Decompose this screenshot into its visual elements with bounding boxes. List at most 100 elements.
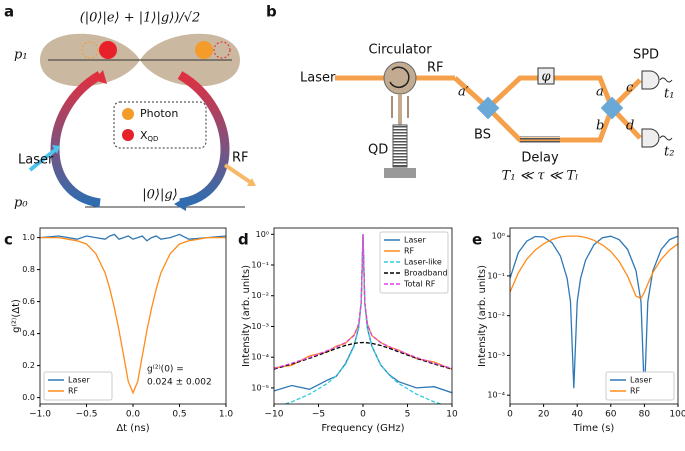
x-tick-label: 40 <box>571 410 583 420</box>
port: c <box>626 81 634 96</box>
plot-frame <box>273 227 453 405</box>
legend-box <box>379 231 449 294</box>
y-tick-label: 10⁻³ <box>487 351 505 360</box>
legend-label: Laser <box>630 376 652 385</box>
port: d <box>626 119 634 134</box>
legend-label: RF <box>630 387 641 396</box>
port: a <box>596 85 604 100</box>
x-tick-label: −0.5 <box>76 410 98 420</box>
label: Delay <box>521 151 559 166</box>
x-tick-label: −1.0 <box>29 410 51 420</box>
label: RF <box>427 61 444 76</box>
excitation-arrow <box>50 71 103 208</box>
y-axis-label: g⁽²⁾(Δt) <box>11 299 22 333</box>
x-tick-label: 0 <box>360 410 366 420</box>
legend-label: Laser <box>404 236 426 245</box>
x-tick-label: 60 <box>605 410 617 420</box>
diagram-a: (|0⟩|e⟩ + |1⟩|g⟩)/√2 p₁ p₀ Laser RF |0⟩|… <box>14 11 256 211</box>
y-tick-label: 0.4 <box>22 329 35 338</box>
label: SPD <box>633 48 659 63</box>
delay-line <box>520 136 560 144</box>
x-tick-label: 20 <box>538 410 550 420</box>
x-axis-label: Frequency (GHz) <box>321 423 404 434</box>
circulator-arrow <box>389 66 410 89</box>
x-tick-label: 0 <box>507 410 513 420</box>
annotation: 0.024 ± 0.002 <box>147 377 212 387</box>
level: p₁ <box>14 48 28 63</box>
label: QD <box>368 143 388 158</box>
y-tick-label: 10⁻¹ <box>487 271 505 280</box>
y-axis-label: Intensity (arb. units) <box>477 265 488 367</box>
legend-label: Total RF <box>403 280 436 289</box>
label: Laser <box>18 153 54 168</box>
x-tick-label: 0.5 <box>172 410 186 420</box>
x-axis-label: Δt (ns) <box>116 423 149 434</box>
substrate <box>384 168 416 178</box>
series-line <box>40 236 226 395</box>
label: T₁ ≪ τ ≪ Tₗ <box>502 169 579 184</box>
x-tick-label: 5 <box>405 410 411 420</box>
plot-frame <box>509 227 679 405</box>
label: Circulator <box>368 43 432 58</box>
port: b <box>596 119 604 134</box>
y-tick-label: 10⁰ <box>492 232 505 241</box>
y-tick-label: 10⁻² <box>487 311 505 320</box>
phase-box <box>537 67 555 85</box>
signal <box>659 135 673 141</box>
legend-label: RF <box>68 387 79 396</box>
qd-stack <box>392 124 408 168</box>
y-tick-label: 10⁻³ <box>251 322 269 331</box>
rf-arrow <box>223 163 252 184</box>
label: RF <box>232 151 249 166</box>
y-tick-label: 10⁻⁵ <box>251 383 269 392</box>
qd-ghost <box>213 41 231 59</box>
photon-ghost <box>81 41 99 59</box>
level: p₀ <box>14 196 28 211</box>
legend-swatch <box>122 129 134 141</box>
series-line <box>510 235 678 300</box>
panel-label: c <box>4 231 13 249</box>
label: t₂ <box>664 145 674 160</box>
legend-label: Laser-like <box>404 258 442 267</box>
y-tick-label: 0.2 <box>22 361 35 370</box>
legend-label: Broadband <box>404 269 448 278</box>
x-tick-label: −10 <box>265 410 284 420</box>
state: |0⟩|g⟩ <box>142 188 178 203</box>
laser-arrow <box>28 148 57 172</box>
charts: −1.0 −0.5 0.0 0.5 1.0 0.0 0.2 0.4 0.6 0.8 1.0 Δt (n… <box>11 227 685 434</box>
series-line <box>274 234 452 370</box>
label: BS <box>474 128 491 143</box>
x-tick-label: −5 <box>312 410 325 420</box>
legend-label: XQD <box>140 129 158 143</box>
x-tick-label: 80 <box>639 410 651 420</box>
legend-swatch <box>122 108 134 120</box>
y-tick-label: 1.0 <box>22 233 35 242</box>
panel-label: a <box>4 3 14 21</box>
label: φ <box>541 70 551 85</box>
panel-label: e <box>472 231 482 249</box>
y-tick-label: 0.6 <box>22 297 35 306</box>
plot-frame <box>39 227 227 405</box>
x-tick-label: 1.0 <box>219 410 234 420</box>
legend-box <box>113 101 207 149</box>
legend-box <box>605 371 675 401</box>
y-axis-label: Intensity (arb. units) <box>241 265 252 367</box>
arrow-head <box>174 197 186 211</box>
detector <box>641 128 660 148</box>
y-tick-label: 10⁻⁴ <box>487 391 505 400</box>
x-tick-label: 0.0 <box>126 410 141 420</box>
qd <box>99 41 117 59</box>
legend-label: Laser <box>68 376 90 385</box>
y-tick-label: 10⁻⁴ <box>251 353 269 362</box>
y-tick-label: 0.8 <box>22 265 35 274</box>
series-line <box>40 233 226 242</box>
panel-label: d <box>238 231 249 249</box>
detector <box>641 70 660 90</box>
series-line <box>274 341 452 370</box>
series-line <box>510 235 678 396</box>
beam-splitter <box>476 96 500 120</box>
signal <box>659 77 673 83</box>
arrow-head <box>52 145 60 154</box>
y-tick-label: 0.0 <box>22 393 35 402</box>
flow-arrow <box>391 96 409 118</box>
